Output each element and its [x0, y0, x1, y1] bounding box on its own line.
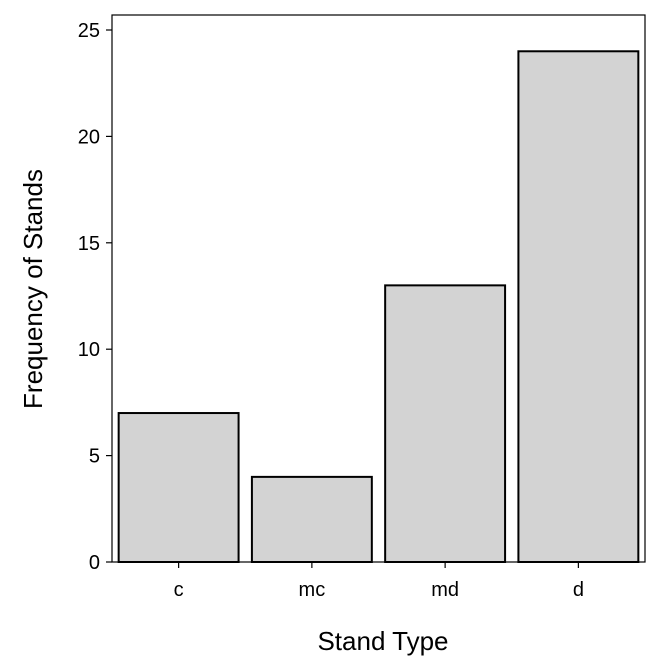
x-tick-label-mc: mc: [299, 579, 326, 601]
y-tick-label-10: 10: [78, 339, 100, 361]
y-tick-label-20: 20: [78, 126, 100, 148]
bar-mc: [250, 475, 373, 564]
y-axis-title: Frequency of Stands: [18, 169, 48, 409]
x-axis: c mc md d: [174, 562, 584, 601]
y-tick-label-5: 5: [89, 446, 100, 468]
x-tick-label-c: c: [174, 579, 184, 601]
y-axis: 0 5 10 15 20 25: [78, 20, 112, 574]
bars-group: [117, 50, 640, 564]
y-tick-label-15: 15: [78, 233, 100, 255]
x-tick-label-d: d: [573, 579, 584, 601]
bar-md: [384, 284, 507, 563]
bar-d: [517, 50, 640, 563]
y-tick-label-25: 25: [78, 20, 100, 42]
bar-c: [117, 412, 240, 564]
y-tick-label-0: 0: [89, 552, 100, 574]
x-tick-label-md: md: [431, 579, 459, 601]
x-axis-title: Stand Type: [317, 626, 448, 656]
